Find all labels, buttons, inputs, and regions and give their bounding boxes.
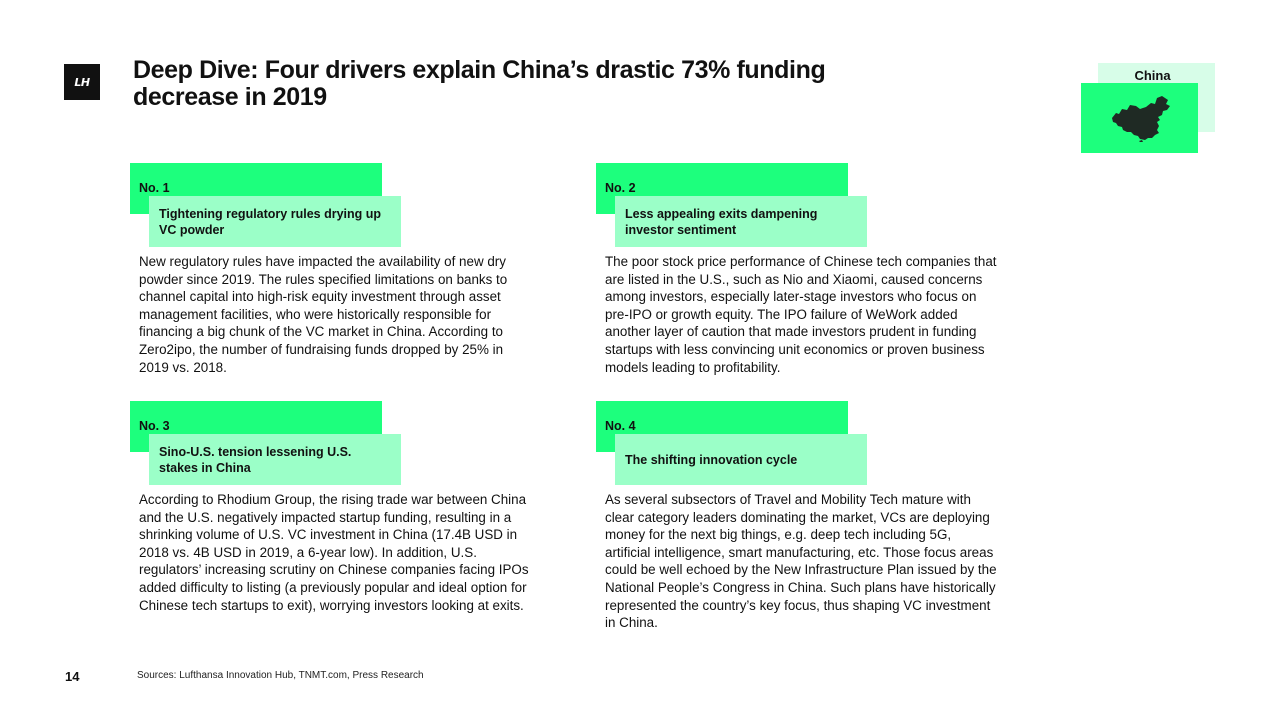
sources-note: Sources: Lufthansa Innovation Hub, TNMT.…	[137, 670, 424, 681]
driver-description: New regulatory rules have impacted the a…	[139, 254, 508, 375]
logo-text: LH	[74, 75, 90, 89]
country-label: China	[1134, 68, 1171, 83]
driver-subtitle: Tightening regulatory rules drying up VC…	[149, 196, 401, 247]
driver-number: No. 2	[605, 181, 636, 195]
page-number: 14	[65, 669, 80, 684]
driver-description: As several subsectors of Travel and Mobi…	[605, 492, 997, 631]
driver-subtitle: Less appealing exits dampening investor …	[615, 196, 867, 247]
driver-number: No. 3	[139, 419, 170, 433]
china-map-icon	[1111, 96, 1170, 142]
page-title: Deep Dive: Four drivers explain China’s …	[133, 56, 826, 111]
driver-card-1: No. 1 Tightening regulatory rules drying…	[130, 163, 530, 398]
driver-subtitle: Sino-U.S. tension lessening U.S. stakes …	[149, 434, 401, 485]
driver-subtitle-text: Less appealing exits dampening investor …	[625, 206, 818, 237]
driver-description: According to Rhodium Group, the rising t…	[139, 492, 529, 613]
driver-subtitle: The shifting innovation cycle	[615, 434, 867, 485]
driver-number: No. 1	[139, 181, 170, 195]
driver-description: The poor stock price performance of Chin…	[605, 254, 997, 375]
driver-subtitle-text: Sino-U.S. tension lessening U.S. stakes …	[159, 444, 352, 475]
driver-card-3: No. 3 Sino-U.S. tension lessening U.S. s…	[130, 401, 530, 636]
driver-card-2: No. 2 Less appealing exits dampening inv…	[596, 163, 997, 398]
country-map-box	[1081, 83, 1198, 153]
driver-card-4: No. 4 The shifting innovation cycle As s…	[596, 401, 997, 636]
driver-subtitle-text: The shifting innovation cycle	[625, 452, 798, 467]
driver-number: No. 4	[605, 419, 636, 433]
lh-logo: LH	[64, 64, 100, 100]
driver-subtitle-text: Tightening regulatory rules drying up VC…	[159, 206, 382, 237]
